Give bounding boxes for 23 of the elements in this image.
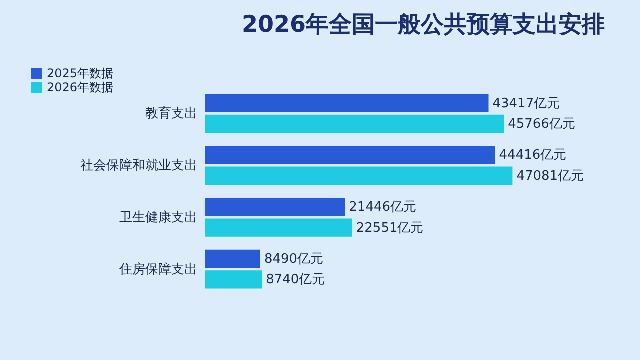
bar <box>205 166 513 186</box>
data-label: 21446亿元 <box>349 200 417 216</box>
y-tick-label: 卫生健康支出 <box>120 210 198 226</box>
legend-label: 2026年数据 <box>47 80 114 94</box>
bar <box>205 146 496 164</box>
data-label: 22551亿元 <box>356 220 424 236</box>
y-tick-label: 教育支出 <box>146 106 198 122</box>
bar <box>205 114 504 134</box>
y-tick-label: 社会保障和就业支出 <box>80 158 198 174</box>
data-label: 44416亿元 <box>499 148 567 164</box>
bar <box>205 218 352 237</box>
data-label: 45766亿元 <box>508 117 576 132</box>
data-label: 8740亿元 <box>266 272 326 288</box>
data-label: 47081亿元 <box>516 168 584 184</box>
bar <box>205 250 260 268</box>
bar <box>205 198 346 216</box>
bar <box>205 94 489 112</box>
data-label: 8490亿元 <box>264 252 324 267</box>
y-tick-label: 住房保障支出 <box>118 261 198 278</box>
legend-label: 2025年数据 <box>47 66 114 80</box>
data-label: 43417亿元 <box>492 96 560 112</box>
bar <box>205 270 262 289</box>
chart-title: 2026年全国一般公共预算支出安排 <box>242 11 605 38</box>
